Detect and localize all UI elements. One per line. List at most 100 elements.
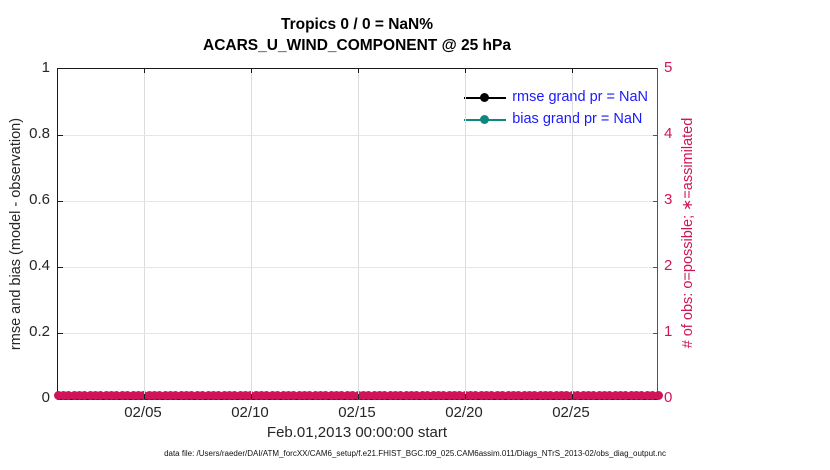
obs-count-marker [117, 391, 127, 400]
obs-count-marker [449, 391, 459, 400]
y-axis-label-left: rmse and bias (model - observation) [8, 117, 24, 351]
obs-count-marker [439, 391, 449, 400]
obs-count-marker [573, 391, 583, 400]
y-tick-mark-right [653, 333, 658, 334]
legend-line-sample [464, 92, 507, 102]
obs-count-marker [551, 391, 561, 400]
obs-count-marker [535, 391, 545, 400]
y-gridline [58, 333, 658, 334]
obs-count-marker [273, 391, 283, 400]
obs-count-marker [219, 391, 229, 400]
obs-count-marker [546, 391, 556, 400]
y-tick-label-left: 0.6 [29, 191, 50, 208]
obs-count-marker [182, 391, 192, 400]
chart-title-line2: ACARS_U_WIND_COMPONENT @ 25 hPa [203, 37, 511, 54]
legend-label: rmse grand pr = NaN [512, 89, 648, 105]
y-tick-label-left: 1 [41, 59, 50, 76]
obs-count-marker [235, 391, 245, 400]
x-tick-label: 02/25 [552, 404, 590, 421]
obs-count-marker [257, 391, 267, 400]
obs-count-marker [530, 391, 540, 400]
obs-count-marker [294, 391, 304, 400]
obs-count-marker [632, 391, 642, 400]
legend-line-sample [464, 114, 507, 124]
y-tick-label-right: 1 [664, 323, 673, 340]
obs-count-marker [112, 391, 122, 400]
obs-count-marker [348, 391, 358, 400]
obs-count-marker [391, 391, 400, 400]
x-tick-mark-top [572, 69, 573, 73]
obs-count-marker [385, 391, 395, 400]
obs-count-marker [487, 391, 497, 400]
obs-count-marker [417, 391, 427, 400]
x-tick-label: 02/15 [338, 404, 376, 421]
obs-count-marker [605, 391, 615, 400]
obs-count-marker [541, 391, 550, 400]
obs-count-marker [166, 391, 175, 400]
obs-count-marker [176, 391, 186, 400]
legend-marker-dot [480, 92, 490, 102]
obs-count-marker [326, 391, 336, 400]
y-tick-mark-right [653, 135, 658, 136]
obs-count-marker [482, 391, 492, 400]
legend-label: bias grand pr = NaN [512, 111, 643, 127]
x-tick-mark [465, 394, 466, 399]
obs-count-marker [107, 391, 117, 400]
y-tick-label-left: 0.8 [29, 125, 50, 142]
legend: rmse grand pr = NaN bias grand pr = NaN [464, 86, 648, 130]
obs-count-marker [139, 391, 149, 400]
chart-title: Tropics 0 / 0 = NaN% ACARS_U_WIND_COMPON… [57, 14, 657, 56]
obs-count-marker [58, 391, 68, 400]
obs-count-marker [653, 391, 663, 400]
x-tick-mark [358, 394, 359, 399]
obs-count-marker [310, 391, 320, 400]
obs-count-marker [299, 391, 309, 400]
obs-count-marker [133, 391, 143, 400]
y-tick-label-left: 0.2 [29, 323, 50, 340]
obs-count-marker [53, 391, 63, 400]
obs-count-marker [519, 391, 529, 400]
x-tick-mark-top [358, 69, 359, 73]
obs-count-marker [642, 391, 652, 400]
obs-count-marker [578, 391, 588, 400]
x-gridline [465, 69, 466, 399]
obs-count-marker [455, 391, 465, 400]
obs-count-marker [626, 391, 636, 400]
y-gridline [58, 135, 658, 136]
obs-count-marker [364, 391, 374, 400]
y-tick-mark-left [58, 135, 63, 136]
x-tick-mark-top [465, 69, 466, 73]
y-tick-label-right: 4 [664, 125, 673, 142]
obs-count-marker [508, 391, 518, 400]
obs-count-marker [283, 391, 293, 400]
x-tick-mark [144, 394, 145, 399]
obs-count-marker [305, 391, 315, 400]
obs-count-marker [171, 391, 181, 400]
obs-count-marker [562, 391, 572, 400]
obs-count-marker [342, 391, 352, 400]
obs-count-marker [224, 391, 234, 400]
obs-count-marker [616, 391, 625, 400]
y-axis-label-right: # of obs: o=possible; ∗=assimilated [680, 117, 696, 349]
obs-count-marker [433, 391, 443, 400]
x-tick-label: 02/10 [231, 404, 269, 421]
obs-count-marker [514, 391, 524, 400]
y-tick-mark-left [58, 201, 63, 202]
obs-count-marker [610, 391, 620, 400]
obs-count-marker [471, 391, 481, 400]
obs-count-marker [85, 391, 95, 400]
x-gridline [144, 69, 145, 399]
obs-count-marker [407, 391, 417, 400]
x-tick-label: 02/20 [445, 404, 483, 421]
obs-count-marker [192, 391, 202, 400]
x-tick-mark-top [251, 69, 252, 73]
x-axis-label: Feb.01,2013 00:00:00 start [266, 424, 448, 441]
obs-count-marker [524, 391, 534, 400]
obs-count-marker [149, 391, 159, 400]
plot-area: rmse grand pr = NaN bias grand pr = NaN [53, 68, 663, 400]
x-tick-mark [572, 394, 573, 399]
x-gridline [251, 69, 252, 399]
obs-count-marker [262, 391, 272, 400]
obs-count-marker [337, 391, 347, 400]
